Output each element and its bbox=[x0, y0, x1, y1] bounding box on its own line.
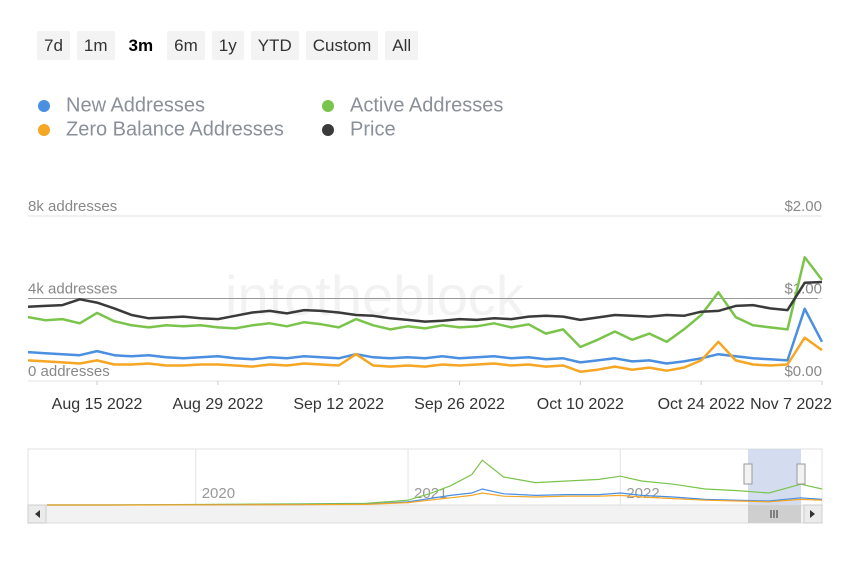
legend-label: New Addresses bbox=[66, 94, 205, 116]
y2-tick-label: $0.00 bbox=[784, 363, 822, 380]
legend-marker bbox=[322, 100, 334, 112]
scrollbar-grip bbox=[770, 510, 778, 518]
legend-marker bbox=[38, 124, 50, 136]
legend-marker bbox=[322, 124, 334, 136]
y-tick-label: 0 addresses bbox=[28, 363, 110, 380]
range-button[interactable]: 3m bbox=[121, 31, 161, 60]
series-line bbox=[27, 336, 823, 373]
navigator-line bbox=[47, 459, 823, 506]
y-tick-label: 8k addresses bbox=[28, 198, 117, 215]
navigator-tick-label: 2020 bbox=[202, 485, 235, 502]
x-tick-label: Oct 24 2022 bbox=[658, 396, 745, 413]
range-button[interactable]: 7d bbox=[37, 31, 70, 60]
scrollbar-track[interactable] bbox=[27, 504, 823, 524]
y2-tick-label: $2.00 bbox=[784, 198, 822, 215]
arrow-left bbox=[35, 510, 40, 518]
arrow-right bbox=[810, 510, 815, 518]
navigator-handle[interactable] bbox=[743, 463, 753, 485]
navigator-line bbox=[47, 492, 823, 506]
legend-marker bbox=[38, 100, 50, 112]
navigator-handle[interactable] bbox=[796, 463, 806, 485]
series-line bbox=[27, 280, 823, 323]
series-line bbox=[27, 256, 823, 349]
x-tick-label: Aug 15 2022 bbox=[52, 396, 143, 413]
x-tick-label: Sep 12 2022 bbox=[293, 396, 384, 413]
range-selector: 7d 1m 3m 6m 1y YTD Custom All bbox=[37, 31, 419, 60]
series-line bbox=[27, 307, 824, 365]
navigator-selection[interactable] bbox=[748, 449, 801, 505]
range-button[interactable]: YTD bbox=[250, 31, 299, 60]
watermark: intotheblock bbox=[225, 264, 525, 327]
legend-label: Price bbox=[350, 118, 396, 140]
y2-tick-label: $1.00 bbox=[784, 280, 822, 297]
x-tick-label: Sep 26 2022 bbox=[414, 396, 505, 413]
y-tick-label: 4k addresses bbox=[28, 280, 117, 297]
range-button[interactable]: 6m bbox=[167, 31, 205, 60]
navigator-tick-label: 2022 bbox=[626, 485, 659, 502]
range-button[interactable]: All bbox=[385, 31, 419, 60]
x-tick-label: Nov 7 2022 bbox=[750, 396, 832, 413]
x-tick-label: Oct 10 2022 bbox=[537, 396, 624, 413]
range-button[interactable]: 1m bbox=[76, 31, 115, 60]
grid bbox=[28, 215, 822, 382]
legend-label: Active Addresses bbox=[350, 94, 503, 116]
range-button[interactable]: Custom bbox=[305, 31, 379, 60]
x-tick-label: Aug 29 2022 bbox=[172, 396, 263, 413]
range-button[interactable]: 1y bbox=[211, 31, 244, 60]
legend-label: Zero Balance Addresses bbox=[66, 118, 284, 140]
